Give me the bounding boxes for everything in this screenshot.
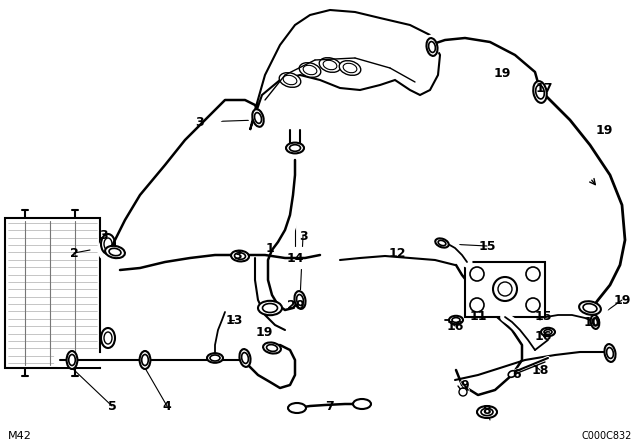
Ellipse shape bbox=[140, 351, 150, 369]
Circle shape bbox=[526, 267, 540, 281]
Ellipse shape bbox=[104, 332, 112, 344]
Ellipse shape bbox=[101, 234, 115, 254]
Text: 16: 16 bbox=[446, 319, 464, 332]
Ellipse shape bbox=[449, 316, 463, 324]
Text: 2: 2 bbox=[70, 246, 78, 259]
Text: 8: 8 bbox=[483, 404, 492, 417]
Text: 10: 10 bbox=[583, 315, 601, 328]
Text: 19: 19 bbox=[493, 66, 511, 79]
Ellipse shape bbox=[109, 248, 121, 256]
Ellipse shape bbox=[104, 238, 112, 250]
Text: 5: 5 bbox=[108, 400, 116, 413]
Ellipse shape bbox=[343, 63, 357, 73]
Ellipse shape bbox=[279, 73, 301, 87]
Ellipse shape bbox=[289, 145, 301, 151]
Ellipse shape bbox=[210, 355, 220, 361]
Text: 15: 15 bbox=[478, 240, 496, 253]
Ellipse shape bbox=[607, 348, 613, 358]
Text: 14: 14 bbox=[286, 251, 304, 264]
Ellipse shape bbox=[242, 353, 248, 363]
Text: 6: 6 bbox=[513, 367, 522, 380]
Ellipse shape bbox=[508, 371, 516, 377]
Ellipse shape bbox=[286, 142, 304, 153]
Text: 19: 19 bbox=[613, 293, 630, 306]
Text: 18: 18 bbox=[531, 363, 548, 376]
Ellipse shape bbox=[283, 75, 297, 85]
Ellipse shape bbox=[105, 246, 125, 258]
Ellipse shape bbox=[101, 328, 115, 348]
Circle shape bbox=[470, 298, 484, 312]
Ellipse shape bbox=[481, 409, 493, 416]
Circle shape bbox=[526, 298, 540, 312]
Ellipse shape bbox=[68, 354, 76, 366]
Bar bbox=[465, 262, 545, 317]
Ellipse shape bbox=[477, 406, 497, 418]
Ellipse shape bbox=[429, 42, 435, 52]
Text: 13: 13 bbox=[225, 314, 243, 327]
Text: 15: 15 bbox=[534, 310, 552, 323]
Ellipse shape bbox=[234, 253, 246, 259]
Polygon shape bbox=[250, 10, 440, 130]
Ellipse shape bbox=[426, 38, 438, 56]
Ellipse shape bbox=[258, 301, 282, 315]
Text: 9: 9 bbox=[461, 379, 469, 392]
Text: 19: 19 bbox=[255, 326, 273, 339]
Ellipse shape bbox=[591, 315, 599, 329]
Ellipse shape bbox=[536, 85, 544, 99]
Ellipse shape bbox=[288, 403, 306, 413]
Ellipse shape bbox=[323, 60, 337, 70]
Ellipse shape bbox=[438, 241, 446, 246]
Circle shape bbox=[493, 277, 517, 301]
Circle shape bbox=[498, 282, 512, 296]
Ellipse shape bbox=[583, 304, 597, 312]
Text: 20: 20 bbox=[287, 298, 305, 311]
Ellipse shape bbox=[353, 399, 371, 409]
Text: 11: 11 bbox=[469, 310, 487, 323]
Text: 3: 3 bbox=[99, 228, 108, 241]
Ellipse shape bbox=[67, 351, 77, 369]
Ellipse shape bbox=[604, 344, 616, 362]
Ellipse shape bbox=[452, 318, 460, 323]
Text: 17: 17 bbox=[535, 82, 553, 95]
Text: M42: M42 bbox=[8, 431, 32, 441]
Ellipse shape bbox=[252, 109, 264, 127]
Ellipse shape bbox=[294, 291, 305, 309]
Ellipse shape bbox=[533, 81, 547, 103]
Ellipse shape bbox=[255, 112, 262, 123]
Text: 1: 1 bbox=[266, 241, 275, 254]
Text: 3: 3 bbox=[299, 229, 307, 242]
Text: 16: 16 bbox=[534, 329, 552, 343]
Ellipse shape bbox=[263, 342, 281, 353]
Ellipse shape bbox=[579, 301, 601, 315]
Ellipse shape bbox=[541, 328, 555, 336]
Ellipse shape bbox=[319, 58, 340, 72]
Ellipse shape bbox=[262, 303, 278, 313]
Ellipse shape bbox=[239, 349, 250, 367]
Text: 19: 19 bbox=[595, 124, 612, 137]
Text: 4: 4 bbox=[163, 400, 172, 413]
Ellipse shape bbox=[300, 63, 321, 78]
Circle shape bbox=[470, 267, 484, 281]
Text: 7: 7 bbox=[326, 400, 334, 413]
Circle shape bbox=[459, 388, 467, 396]
Ellipse shape bbox=[296, 294, 303, 306]
Ellipse shape bbox=[593, 318, 598, 326]
Ellipse shape bbox=[544, 330, 552, 334]
Bar bbox=[5, 218, 100, 368]
Ellipse shape bbox=[141, 354, 148, 366]
Ellipse shape bbox=[207, 353, 223, 363]
Ellipse shape bbox=[266, 345, 278, 351]
Text: 12: 12 bbox=[388, 246, 406, 259]
Text: C000C832: C000C832 bbox=[582, 431, 632, 441]
Ellipse shape bbox=[435, 238, 449, 248]
Text: 3: 3 bbox=[234, 249, 243, 262]
Ellipse shape bbox=[303, 65, 317, 75]
Text: 3: 3 bbox=[196, 116, 204, 129]
Ellipse shape bbox=[339, 60, 361, 75]
Ellipse shape bbox=[231, 250, 249, 262]
